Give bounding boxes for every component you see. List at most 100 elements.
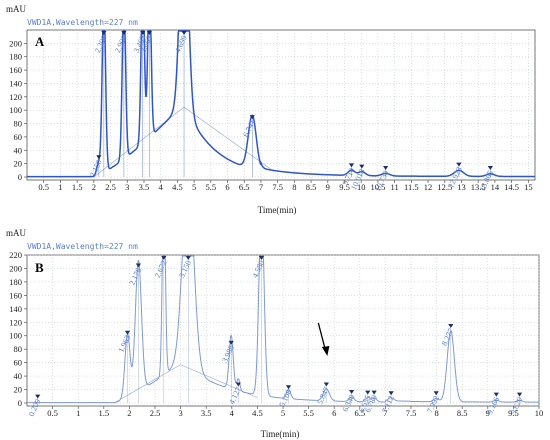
x-tick-label: 10	[535, 408, 544, 418]
x-tick-label: 4	[230, 408, 235, 418]
x-tick-label: 14.5	[504, 182, 519, 192]
x-tick-label: 1	[58, 182, 62, 192]
x-tick-label: 9	[486, 408, 490, 418]
panel-a-x-axis-title: Time(min)	[258, 205, 297, 215]
peak-marker	[516, 392, 523, 397]
y-tick-label: 60	[14, 358, 23, 368]
panel-b-signal-label: VWD1A,Wavelength=227 nm	[27, 242, 138, 251]
x-tick-label: 1	[76, 408, 80, 418]
y-tick-label: 20	[14, 385, 23, 395]
x-tick-label: 6	[225, 182, 229, 192]
x-tick-label: 5	[281, 408, 285, 418]
chromatogram-panel-a: mAU VWD1A,Wavelength=227 nm A 0 20 40 60 80 1…	[6, 4, 536, 215]
integration-baseline	[113, 364, 258, 404]
y-tick-label: 180	[9, 277, 22, 287]
x-tick-label: 8.5	[306, 182, 317, 192]
x-tick-label: 3	[125, 182, 129, 192]
panel-b-x-axis: 0.5 1 1.5 2 2.5 3 3.5 4 4.5 5 5.5 6 6.5 7 7.5 8 8.5 9 9.5 1…	[47, 406, 543, 418]
y-tick-label: 200	[9, 263, 22, 273]
peak-retention-label: 5.108	[278, 388, 294, 408]
peak-marker	[359, 164, 365, 169]
panel-b-y-axis: 0 20 40 60 80 100 120 140 160 180 200 220	[9, 250, 27, 408]
peak-marker	[35, 394, 41, 399]
y-tick-label: 180	[9, 52, 22, 62]
x-tick-label: 11.5	[404, 182, 419, 192]
x-tick-label: 0.5	[47, 408, 58, 418]
panel-b-letter: B	[35, 260, 44, 275]
peak-retention-label: 4.127	[227, 386, 243, 406]
peak-retention-label: 7.112	[380, 394, 396, 414]
peak-marker	[285, 385, 292, 390]
peak-retention-label: 2.672	[153, 259, 169, 279]
x-tick-label: 12.5	[437, 182, 452, 192]
y-tick-label: 40	[14, 371, 23, 381]
y-tick-label: 220	[9, 250, 22, 260]
x-tick-label: 7	[259, 182, 263, 192]
peak-retention-label: 3.150	[177, 259, 193, 279]
x-tick-label: 4	[159, 182, 164, 192]
x-tick-label: 7.5	[406, 408, 417, 418]
x-tick-label: 5.5	[303, 408, 314, 418]
peak-marker	[487, 165, 493, 170]
peak-marker	[448, 324, 454, 329]
x-tick-label: 9.5	[508, 408, 519, 418]
peak-marker	[235, 382, 241, 387]
x-tick-label: 9	[326, 182, 330, 192]
x-tick-label: 14	[491, 182, 500, 192]
panel-a-plot-frame	[26, 29, 536, 181]
panel-b-gridlines	[27, 254, 540, 406]
arrow-head	[321, 346, 330, 356]
x-tick-label: 15	[524, 182, 533, 192]
panel-a-chromatogram-trace	[27, 30, 535, 178]
x-tick-label: 2.5	[105, 182, 116, 192]
x-tick-label: 0.5	[38, 182, 49, 192]
panel-b-chromatogram-trace	[27, 255, 539, 404]
panel-b-annotation-arrow	[317, 322, 330, 356]
x-tick-label: 13	[457, 182, 466, 192]
y-tick-label: 20	[14, 159, 23, 169]
x-tick-label: 3	[178, 408, 182, 418]
x-tick-label: 10	[357, 182, 366, 192]
x-tick-label: 8	[434, 408, 438, 418]
peak-retention-label: 4.699	[173, 34, 189, 54]
panel-a-x-axis: 0.5 1 1.5 2 2.5 3 3.5 4 4.5 5 5.5 6 6.5 7 7.5 8 8.5 9 9.5 1…	[38, 180, 533, 192]
x-tick-label: 1.5	[72, 182, 83, 192]
peak-marker	[249, 115, 255, 120]
panel-a-y-axis: 0 20 40 60 80 100 120 140 160 180 200	[9, 38, 27, 182]
y-tick-label: 0	[18, 398, 22, 408]
peak-marker	[258, 256, 265, 260]
arrow-shaft	[317, 322, 326, 351]
peak-marker	[365, 390, 371, 395]
peak-marker	[181, 31, 187, 35]
y-tick-label: 140	[9, 78, 22, 88]
peak-retention-label: 0.209	[27, 398, 43, 418]
y-tick-label: 60	[14, 132, 23, 142]
y-tick-label: 100	[9, 331, 22, 341]
peak-retention-label: 2.300	[93, 34, 109, 54]
peak-marker	[121, 31, 127, 35]
panel-a-letter: A	[35, 34, 45, 49]
x-tick-label: 4.5	[172, 182, 183, 192]
peak-marker	[456, 162, 462, 167]
x-tick-label: 5	[192, 182, 196, 192]
y-tick-label: 200	[9, 38, 22, 48]
x-tick-label: 8	[292, 182, 296, 192]
peak-marker	[96, 155, 102, 160]
y-tick-label: 140	[9, 304, 22, 314]
x-tick-label: 1.5	[98, 408, 109, 418]
peak-marker	[140, 31, 146, 35]
peak-marker	[135, 263, 142, 268]
x-tick-label: 12	[424, 182, 433, 192]
panel-a-gridlines	[27, 30, 535, 180]
peak-marker	[383, 165, 389, 170]
peak-marker	[323, 382, 329, 387]
x-tick-label: 13.5	[471, 182, 486, 192]
peak-marker	[348, 163, 355, 168]
x-tick-label: 3.5	[139, 182, 150, 192]
y-tick-label: 160	[9, 65, 22, 75]
x-tick-label: 6.5	[239, 182, 250, 192]
panel-a-signal-label: VWD1A,Wavelength=227 nm	[27, 18, 138, 27]
